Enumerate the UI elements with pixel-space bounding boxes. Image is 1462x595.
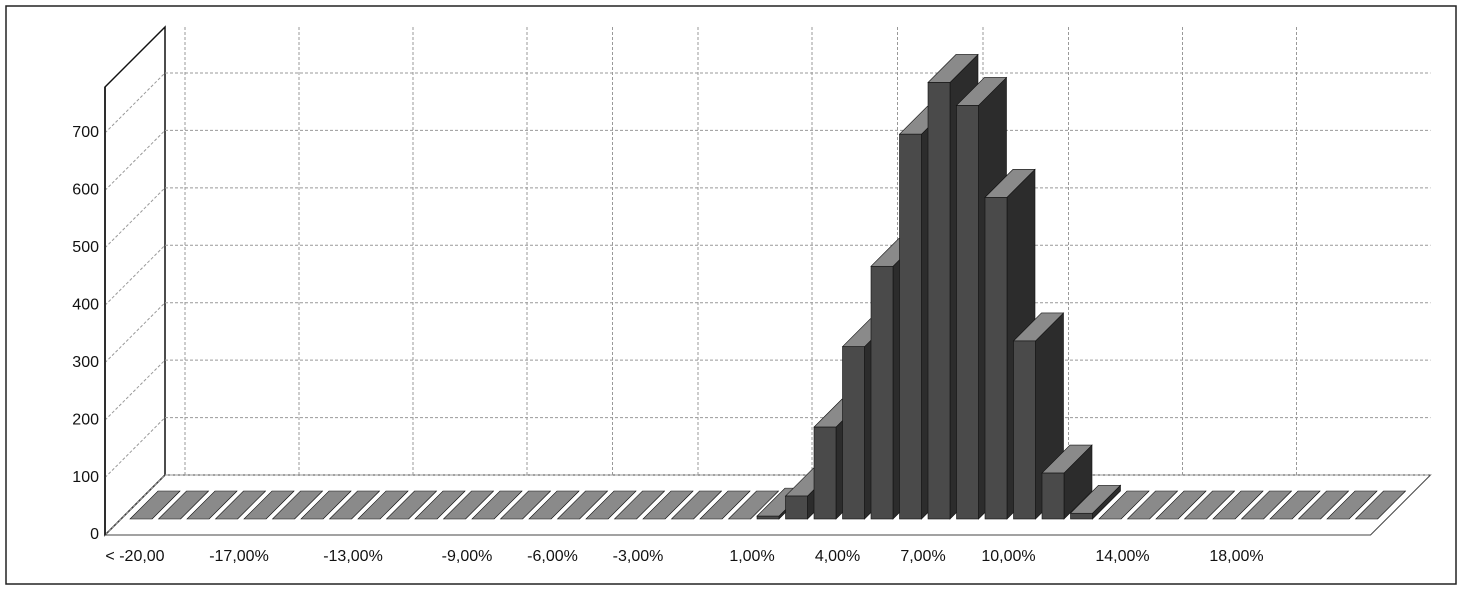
bar-top [157, 490, 210, 520]
chart-frame [5, 5, 1457, 585]
y-tick-label: 300 [72, 354, 99, 371]
bar-top [328, 490, 381, 520]
bar-top [499, 490, 552, 520]
x-tick-label: -17,00% [209, 548, 269, 565]
bar-top [1326, 490, 1378, 520]
bar-top [414, 490, 466, 520]
grid-line [104, 417, 166, 478]
x-tick-label: < -20,00 [105, 548, 164, 565]
bar-top [642, 490, 694, 520]
bar [899, 133, 922, 520]
y-tick-label: 200 [72, 411, 99, 428]
bar [984, 197, 1008, 520]
y-tick-label: 600 [72, 182, 99, 199]
bar-top [1155, 490, 1207, 520]
grid-line [104, 359, 166, 421]
bar-top [1098, 490, 1150, 520]
y-tick-label: 0 [90, 526, 99, 543]
bar-top [670, 490, 723, 520]
bar-top [243, 490, 295, 520]
x-tick-label: 10,00% [981, 548, 1035, 565]
grid-line [104, 474, 166, 536]
bar-top [129, 490, 181, 520]
bar-top [699, 490, 751, 520]
bar-top [585, 490, 637, 520]
x-tick-label: -6,00% [527, 548, 578, 565]
bar-top [1183, 490, 1236, 520]
bar-top [1126, 490, 1179, 520]
bar [842, 346, 865, 520]
y-tick-label: 700 [72, 124, 99, 141]
grid-line [104, 130, 166, 191]
y-tick-label: 500 [72, 239, 99, 256]
bar-top [1354, 490, 1407, 520]
bar [756, 515, 780, 520]
y-tick-label: 400 [72, 296, 99, 313]
grid-line [104, 72, 166, 134]
bar-top [1240, 490, 1293, 520]
y-tick-label: 100 [72, 469, 99, 486]
bar [870, 265, 894, 520]
bar-top [1212, 490, 1264, 520]
bar [1041, 472, 1065, 520]
bar-top [214, 490, 267, 520]
bar [1070, 512, 1093, 520]
bar-top [1269, 490, 1321, 520]
bar [813, 426, 837, 520]
bar-top [727, 490, 780, 520]
x-tick-label: 14,00% [1095, 548, 1149, 565]
x-tick-label: -9,00% [442, 548, 493, 565]
bar-top [528, 490, 580, 520]
bar-top [442, 490, 495, 520]
bar [1013, 340, 1036, 520]
bar-top [556, 490, 609, 520]
x-tick-label: 1,00% [729, 548, 774, 565]
x-tick-label: 7,00% [900, 548, 945, 565]
grid-line [104, 244, 166, 306]
bar-top [300, 490, 352, 520]
bar-top [357, 490, 409, 520]
x-tick-label: -3,00% [613, 548, 664, 565]
bar [956, 105, 979, 520]
x-tick-label: 4,00% [815, 548, 860, 565]
x-tick-label: 18,00% [1209, 548, 1263, 565]
bar-top [613, 490, 666, 520]
bar-top [271, 490, 324, 520]
bar [785, 495, 808, 520]
x-tick-label: -13,00% [323, 548, 383, 565]
grid-line [104, 187, 166, 249]
grid-line [104, 302, 166, 364]
bar-top [186, 490, 238, 520]
bar-top [471, 490, 523, 520]
bar [927, 82, 951, 520]
bar-top [1297, 490, 1350, 520]
bar-top [385, 490, 438, 520]
